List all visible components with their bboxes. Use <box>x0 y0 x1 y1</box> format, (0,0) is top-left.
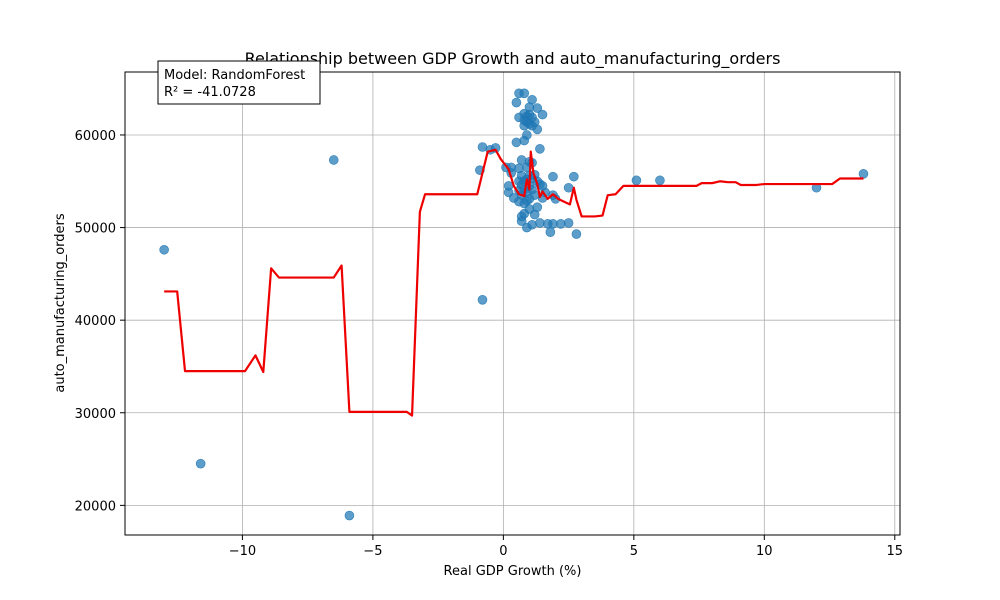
y-tick-label: 40000 <box>75 314 116 329</box>
y-tick-label: 50000 <box>75 222 116 237</box>
y-axis-ticks: 20000 30000 40000 50000 60000 <box>75 129 125 514</box>
x-tick-label: −10 <box>229 544 256 559</box>
y-tick-label: 20000 <box>75 499 116 514</box>
chart-title: Relationship between GDP Growth and auto… <box>245 49 781 69</box>
x-tick-label: 0 <box>499 544 507 559</box>
y-axis-label: auto_manufacturing_orders <box>53 213 68 393</box>
data-point <box>511 137 522 148</box>
fit-line <box>164 148 864 417</box>
x-axis-ticks: −10 −5 0 5 10 15 <box>229 535 903 559</box>
data-point <box>477 294 488 305</box>
prediction-line <box>164 148 864 417</box>
data-point <box>159 244 169 255</box>
data-point <box>344 510 355 521</box>
data-point <box>563 218 574 228</box>
x-tick-label: 5 <box>630 544 638 559</box>
data-point <box>537 109 548 120</box>
data-point <box>195 458 206 469</box>
annotation-r2: R² = -41.0728 <box>164 85 256 100</box>
data-point <box>511 97 522 108</box>
x-axis-label: Real GDP Growth (%) <box>444 564 582 579</box>
y-tick-label: 30000 <box>75 407 116 422</box>
data-point <box>532 202 543 212</box>
x-tick-label: 15 <box>887 544 904 559</box>
data-point <box>522 130 532 140</box>
data-point <box>527 94 537 105</box>
data-point <box>858 169 869 179</box>
data-point <box>532 124 543 135</box>
plot-frame <box>124 71 901 536</box>
data-point <box>535 144 545 154</box>
data-point <box>328 155 339 165</box>
data-point <box>519 88 530 99</box>
y-tick-label: 60000 <box>75 129 116 144</box>
data-point <box>527 219 537 230</box>
data-point <box>545 227 556 237</box>
grid <box>125 72 900 535</box>
data-point <box>631 175 642 186</box>
data-point <box>548 171 558 182</box>
model-annotation: Model: RandomForest R² = -41.0728 <box>157 60 321 105</box>
annotation-model: Model: RandomForest <box>164 68 305 83</box>
x-tick-label: −5 <box>363 544 382 559</box>
data-point <box>569 171 579 182</box>
annotation-box <box>157 60 321 105</box>
data-point <box>571 229 582 239</box>
data-point <box>655 175 665 186</box>
data-point <box>563 182 574 193</box>
data-point <box>532 103 543 113</box>
x-tick-label: 10 <box>756 544 773 559</box>
